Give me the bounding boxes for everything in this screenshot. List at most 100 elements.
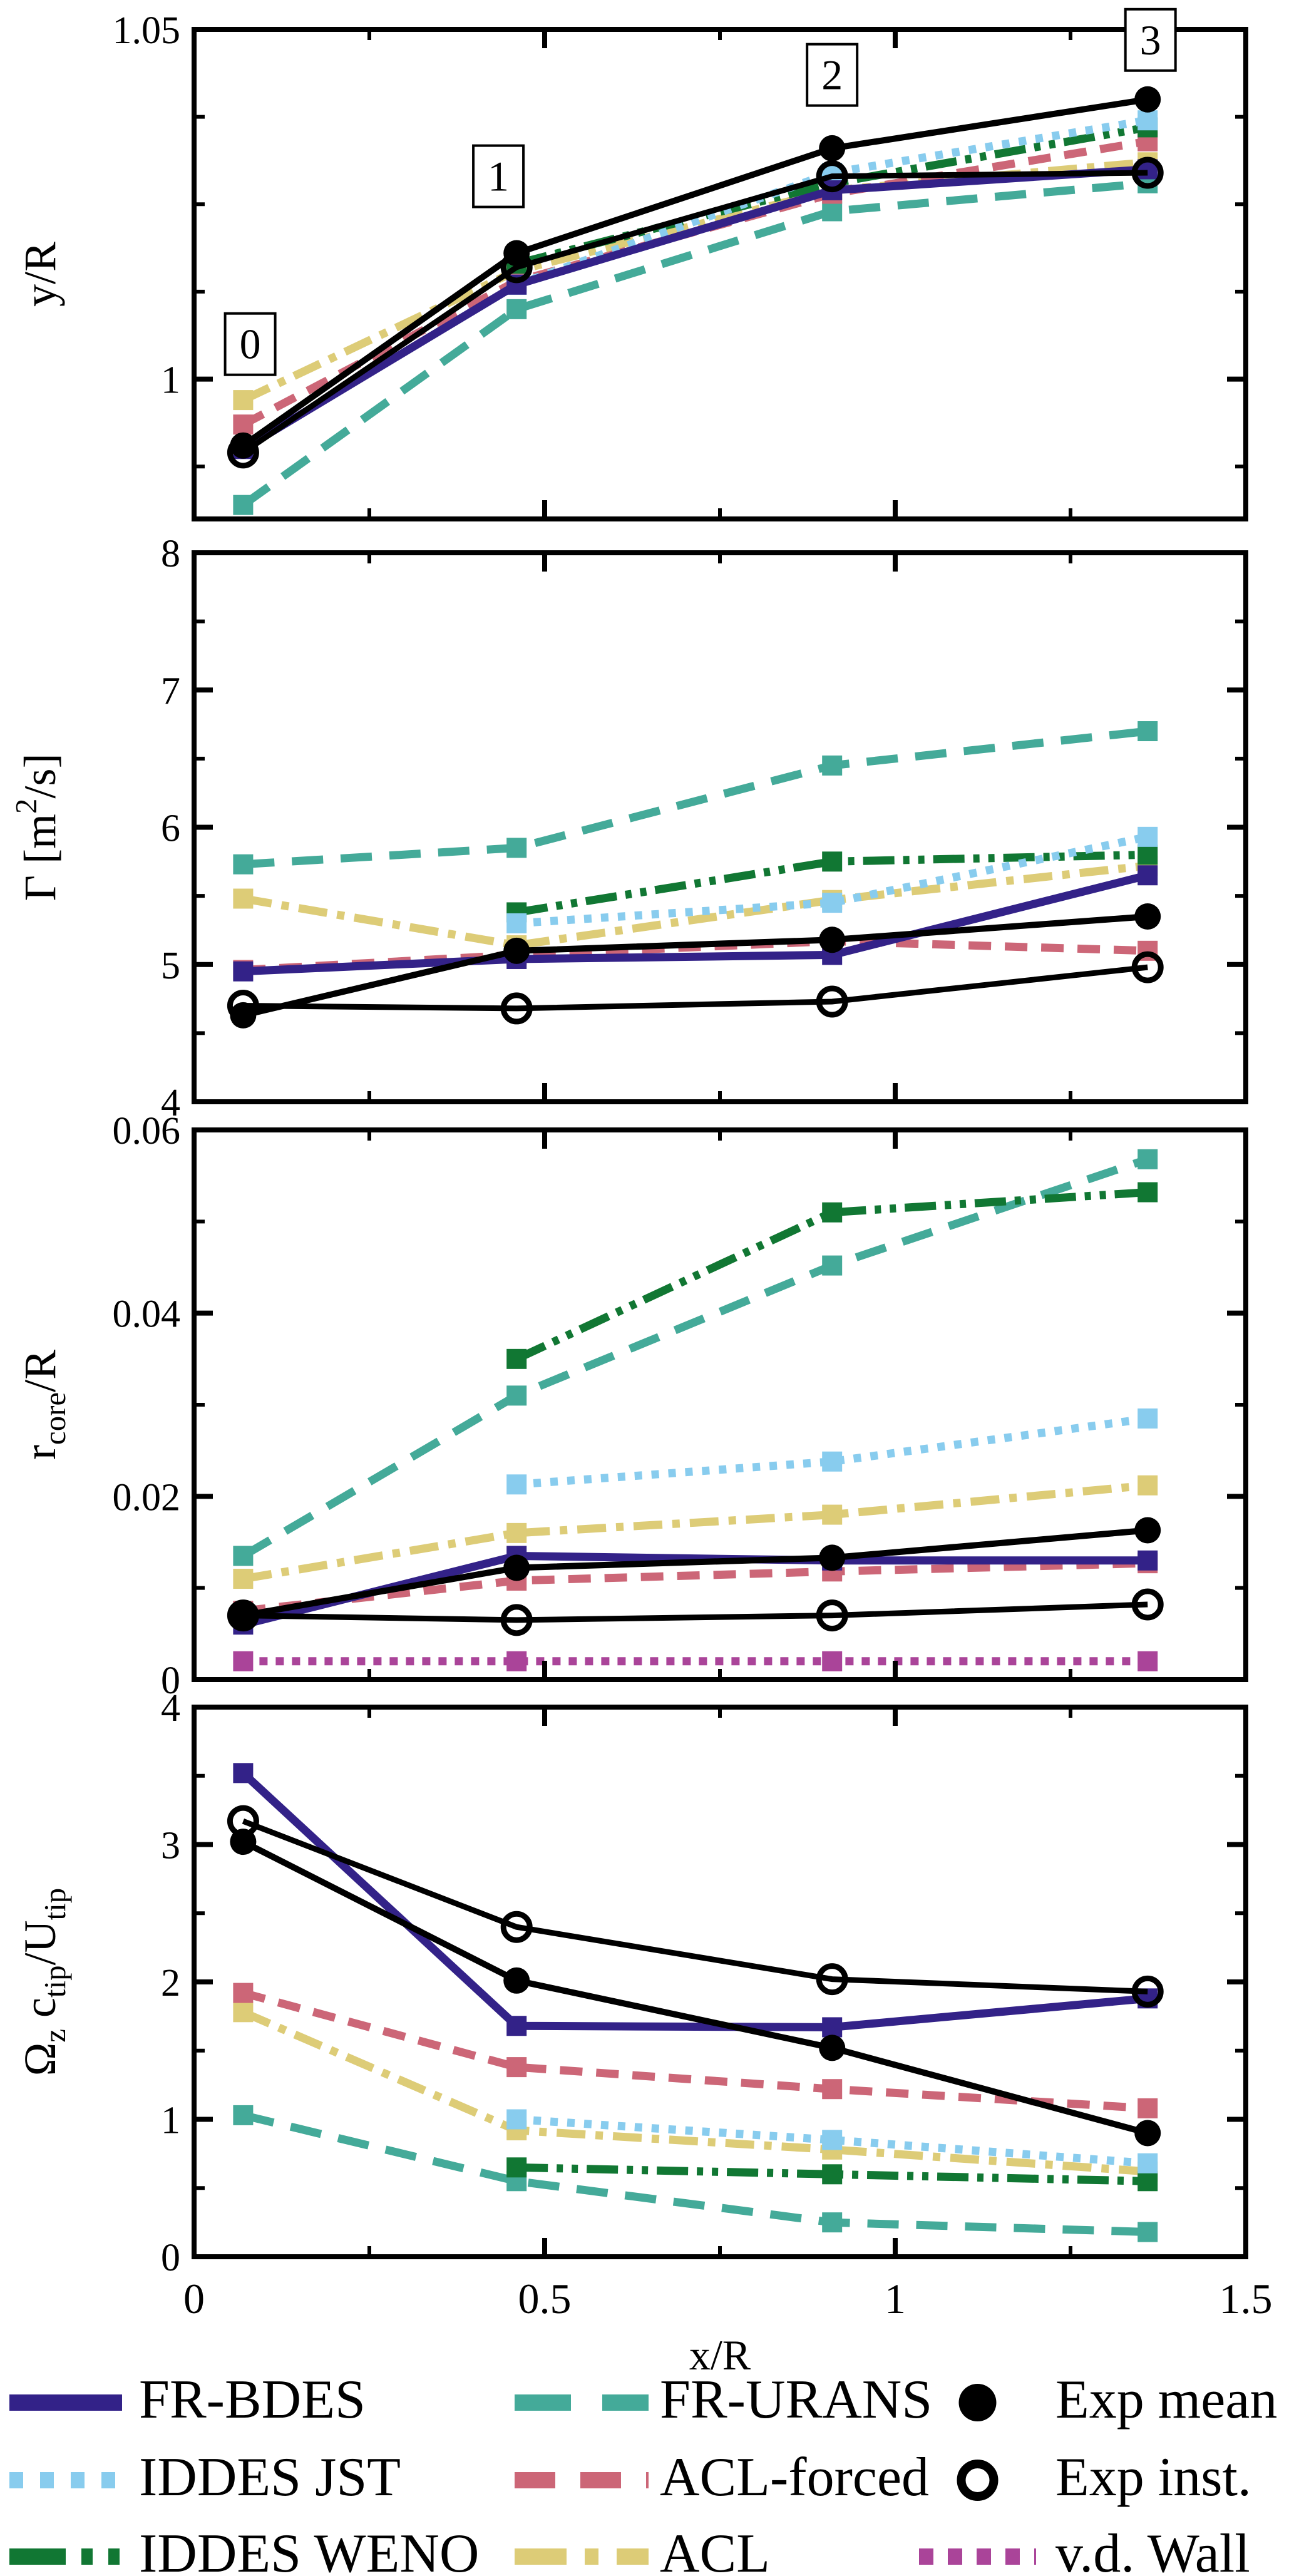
marker-exp-mean: [230, 1829, 257, 1855]
marker-vd-wall: [1137, 1651, 1158, 1671]
marker-exp-inst: [1131, 1588, 1164, 1621]
series-line-acl-vorticity: [241, 2008, 1148, 2176]
series-line-fr-bdes-circulation: [243, 871, 1149, 976]
marker-fr-bdes: [506, 2016, 527, 2036]
marker-acl: [822, 1504, 843, 1525]
y-axis-label-y-over-R: y/R: [15, 242, 65, 307]
marker-iddes-jst: [1137, 110, 1158, 131]
y-tick-label: 0: [161, 2237, 180, 2279]
marker-iddes-weno: [1137, 2171, 1158, 2192]
y-tick-label: 2: [161, 1962, 180, 2004]
x-axis-label: x/R: [689, 2331, 751, 2379]
marker-exp-inst: [500, 992, 533, 1025]
marker-acl: [233, 888, 254, 909]
marker-exp-mean: [819, 2035, 846, 2061]
y-axis-label-core-radius: rcore/R: [15, 1350, 72, 1460]
x-tick-label: 0.5: [518, 2275, 572, 2322]
y-tick-label: 4: [161, 1687, 180, 1730]
marker-iddes-weno: [822, 851, 843, 872]
series-line-fr-urans-vorticity: [242, 2111, 1148, 2236]
marker-fr-urans: [233, 854, 254, 875]
y-tick-label: 1: [161, 2100, 180, 2142]
series-line-exp-inst-core-radius: [243, 1601, 1148, 1623]
legend-label-iddes-jst: IDDES JST: [139, 2447, 401, 2508]
series-line-exp-inst-y-over-R: [241, 170, 1148, 455]
marker-iddes-jst: [1137, 2153, 1158, 2173]
marker-exp-mean: [230, 432, 257, 459]
y-tick-label: 4: [161, 1082, 180, 1124]
marker-acl: [233, 1569, 254, 1589]
series-line-fr-urans-core-radius: [241, 1155, 1149, 1560]
series-line-acl-forced-circulation: [243, 936, 1148, 975]
station-label: 1: [488, 153, 509, 200]
station-label: 2: [821, 51, 843, 99]
series-line-iddes-jst-circulation: [516, 833, 1149, 928]
marker-iddes-weno: [822, 2164, 843, 2185]
marker-iddes-jst: [506, 913, 527, 933]
legend-label-fr-bdes: FR-BDES: [139, 2369, 366, 2430]
marker-exp-inst: [1131, 1975, 1164, 2008]
y-tick-label: 7: [161, 670, 180, 712]
station-label-box: [472, 144, 525, 208]
series-line-fr-bdes-y-over-R: [241, 165, 1148, 453]
marker-fr-bdes: [1137, 865, 1158, 886]
station-label: 3: [1140, 16, 1161, 64]
x-tick-label: 1: [885, 2275, 906, 2322]
marker-iddes-weno: [506, 1348, 527, 1369]
series-line-acl-y-over-R: [241, 158, 1148, 404]
marker-exp-inst: [816, 985, 848, 1018]
marker-exp-inst: [1131, 157, 1164, 189]
marker-fr-urans: [506, 299, 527, 319]
station-label-box: [806, 43, 859, 107]
marker-exp-inst: [1131, 951, 1164, 983]
y-tick-label: 1: [161, 359, 180, 402]
marker-exp-inst: [816, 1963, 848, 1996]
x-tick-label: 0: [183, 2275, 205, 2322]
series-line-exp-mean-core-radius: [242, 1527, 1148, 1619]
marker-fr-urans: [1137, 721, 1158, 742]
marker-acl: [1137, 1475, 1158, 1496]
marker-fr-urans: [822, 1255, 843, 1276]
marker-fr-bdes: [822, 2017, 843, 2038]
marker-fr-urans: [1137, 2222, 1158, 2242]
marker-iddes-weno: [1137, 1182, 1158, 1203]
marker-fr-urans: [506, 838, 527, 858]
marker-fr-urans: [233, 495, 254, 515]
marker-fr-urans: [506, 1385, 527, 1406]
marker-acl: [233, 390, 254, 411]
marker-exp-mean: [819, 926, 846, 953]
series-line-iddes-jst-y-over-R: [515, 116, 1149, 289]
y-tick-label: 0: [161, 1660, 180, 1702]
marker-acl-forced: [233, 1983, 254, 2003]
series-line-fr-urans-circulation: [243, 727, 1148, 869]
legend-label-iddes-weno: IDDES WENO: [139, 2523, 479, 2576]
marker-acl: [233, 2002, 254, 2023]
marker-exp-mean: [1134, 903, 1161, 930]
legend-label-fr-urans: FR-URANS: [660, 2369, 932, 2430]
y-axis-label-circulation: Γ [m2/s]: [9, 753, 65, 901]
marker-iddes-weno: [506, 2157, 527, 2178]
series-line-exp-inst-vorticity: [242, 1818, 1148, 1994]
marker-fr-urans: [1137, 1149, 1158, 1169]
y-tick-label: 3: [161, 1825, 180, 1867]
marker-exp-inst: [816, 160, 848, 193]
series-line-exp-mean-y-over-R: [241, 96, 1148, 448]
marker-exp-mean: [503, 240, 530, 267]
marker-exp-mean: [503, 937, 530, 964]
marker-vd-wall: [506, 1651, 527, 1671]
legend-label-acl-forced: ACL-forced: [660, 2447, 929, 2508]
legend-label-exp-mean: Exp mean: [1055, 2369, 1277, 2430]
marker-iddes-weno: [822, 1202, 843, 1223]
legend-marker-exp-inst: [957, 2460, 999, 2501]
series-line-exp-mean-vorticity: [242, 1839, 1149, 2137]
series-line-iddes-jst-vorticity: [516, 2115, 1148, 2168]
marker-exp-inst: [816, 1599, 848, 1632]
marker-fr-bdes: [233, 961, 254, 982]
marker-fr-urans: [233, 1546, 254, 1566]
marker-exp-mean: [503, 1554, 530, 1581]
x-tick-label: 1.5: [1220, 2275, 1273, 2322]
marker-fr-urans: [822, 2212, 843, 2233]
